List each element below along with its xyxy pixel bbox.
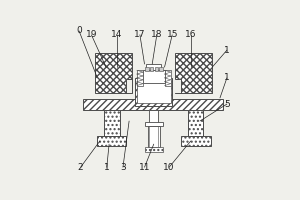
Text: 3: 3: [120, 163, 126, 172]
Bar: [175, 79, 182, 93]
Text: 2: 2: [78, 163, 83, 172]
Text: 1: 1: [224, 73, 230, 82]
Bar: [126, 79, 132, 93]
Bar: [95, 53, 132, 93]
Text: 5: 5: [224, 100, 230, 109]
Bar: [175, 53, 212, 93]
Bar: [104, 110, 120, 136]
Bar: [145, 147, 163, 152]
Bar: [146, 64, 161, 70]
Bar: [97, 136, 126, 146]
Bar: [182, 136, 211, 146]
Bar: [135, 78, 172, 106]
Text: 16: 16: [185, 30, 196, 39]
Bar: [154, 67, 158, 71]
Bar: [150, 67, 153, 71]
Bar: [83, 99, 223, 110]
Text: 10: 10: [164, 163, 175, 172]
Text: 1: 1: [104, 163, 110, 172]
Bar: [164, 70, 171, 86]
Bar: [145, 67, 149, 71]
Text: 19: 19: [85, 30, 97, 39]
Bar: [137, 81, 171, 103]
Text: 1: 1: [224, 46, 230, 55]
Text: 17: 17: [134, 30, 146, 39]
Bar: [143, 70, 164, 83]
Bar: [149, 110, 158, 123]
Bar: [148, 126, 160, 147]
Bar: [137, 70, 143, 86]
Text: 15: 15: [167, 30, 178, 39]
Bar: [159, 67, 163, 71]
Text: 0: 0: [76, 26, 82, 35]
Text: 18: 18: [151, 30, 163, 39]
Text: 14: 14: [111, 30, 122, 39]
Text: 11: 11: [139, 163, 150, 172]
Bar: [145, 122, 163, 126]
Bar: [188, 110, 203, 136]
